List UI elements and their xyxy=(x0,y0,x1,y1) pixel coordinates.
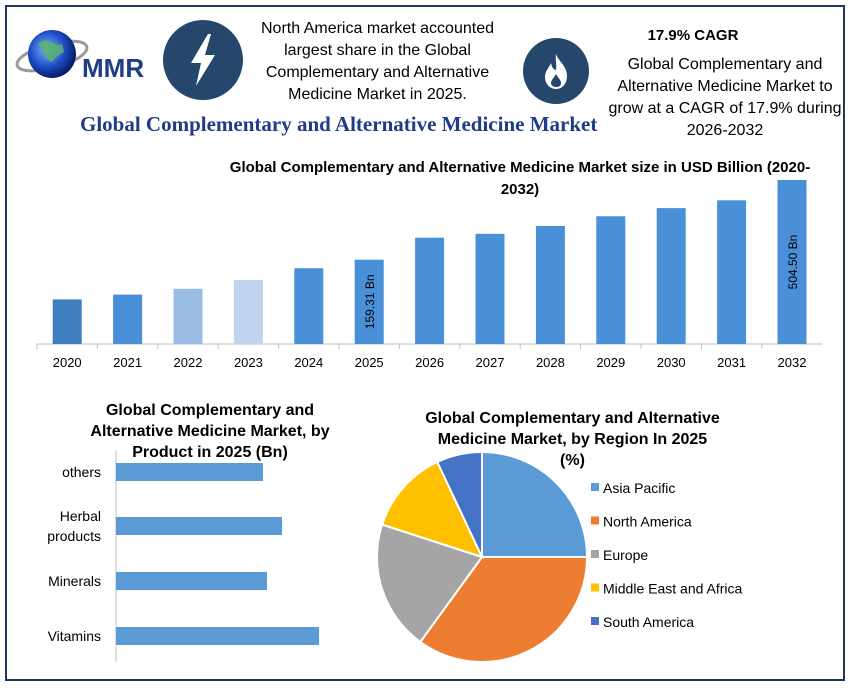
cagr-info: Global Complementary and Alternative Med… xyxy=(608,56,842,139)
x-tick-label: 2029 xyxy=(596,355,625,370)
product-label: Minerals xyxy=(48,573,101,589)
bar-data-label: 159.31 Bn xyxy=(363,274,377,329)
product-label: others xyxy=(62,464,101,480)
bar-data-label: 504.50 Bn xyxy=(786,235,800,290)
region-chart-title: Global Complementary and Alternative Med… xyxy=(425,410,720,469)
x-tick-label: 2025 xyxy=(355,355,384,370)
bar-2020 xyxy=(52,299,82,344)
product-chart-title: Global Complementary and Alternative Med… xyxy=(90,402,330,461)
bar-2032 xyxy=(777,180,807,344)
product-label: Vitamins xyxy=(48,628,101,644)
x-tick-label: 2030 xyxy=(657,355,686,370)
pie-slice-north-america xyxy=(418,556,589,663)
pie-slice-europe xyxy=(376,523,484,644)
bar-2028 xyxy=(535,225,565,344)
x-tick-label: 2026 xyxy=(415,355,444,370)
legend-swatch xyxy=(591,483,599,491)
cagr-title: 17.9% CAGR xyxy=(647,27,739,44)
page-frame xyxy=(5,5,845,681)
legend-swatch xyxy=(591,617,599,625)
legend-swatch xyxy=(591,583,599,592)
product-bar-others xyxy=(116,463,263,481)
mmr-logo: MMR xyxy=(15,30,144,83)
legend-swatch xyxy=(591,550,599,558)
x-tick-label: 2021 xyxy=(113,355,142,370)
market-size-chart-title: Global Complementary and Alternative Med… xyxy=(229,159,811,198)
legend-label: Middle East and Africa xyxy=(603,581,743,597)
pie-slice-south-america xyxy=(435,450,483,558)
x-tick-label: 2020 xyxy=(53,355,82,370)
x-tick-label: 2031 xyxy=(717,355,746,370)
product-bar-herbal-products xyxy=(116,517,282,535)
page-title: Global Complementary and Alternative Med… xyxy=(80,112,598,136)
flame-icon xyxy=(523,38,589,104)
x-tick-label: 2023 xyxy=(234,355,263,370)
product-bar-vitamins xyxy=(116,627,319,645)
x-tick-label: 2027 xyxy=(476,355,505,370)
x-tick-label: 2032 xyxy=(778,355,807,370)
pie-slice-asia-pacific xyxy=(481,450,589,558)
x-tick-label: 2022 xyxy=(174,355,203,370)
x-tick-label: 2028 xyxy=(536,355,565,370)
legend-label: Asia Pacific xyxy=(603,480,675,496)
product-label: products xyxy=(47,528,101,544)
bar-2022 xyxy=(173,288,203,344)
bar-2023 xyxy=(233,279,263,344)
bar-2024 xyxy=(294,268,324,344)
product-label: Herbal xyxy=(60,508,101,524)
north-america-info: North America market accounted largest s… xyxy=(261,20,494,103)
legend-label: Europe xyxy=(603,547,648,563)
bar-2021 xyxy=(113,294,143,344)
x-tick-label: 2024 xyxy=(294,355,323,370)
legend-swatch xyxy=(591,516,599,525)
bar-2029 xyxy=(596,216,626,344)
bar-2026 xyxy=(415,237,445,344)
product-bar-minerals xyxy=(116,572,267,590)
svg-text:MMR: MMR xyxy=(82,53,144,83)
legend-label: North America xyxy=(603,514,692,530)
bar-2025 xyxy=(354,259,384,344)
legend-label: South America xyxy=(603,614,694,630)
bar-2031 xyxy=(717,200,747,344)
bar-2027 xyxy=(475,233,505,344)
bar-2030 xyxy=(656,208,686,344)
lightning-bolt-icon xyxy=(163,20,243,100)
pie-slice-middle-east-and-africa xyxy=(380,460,484,559)
